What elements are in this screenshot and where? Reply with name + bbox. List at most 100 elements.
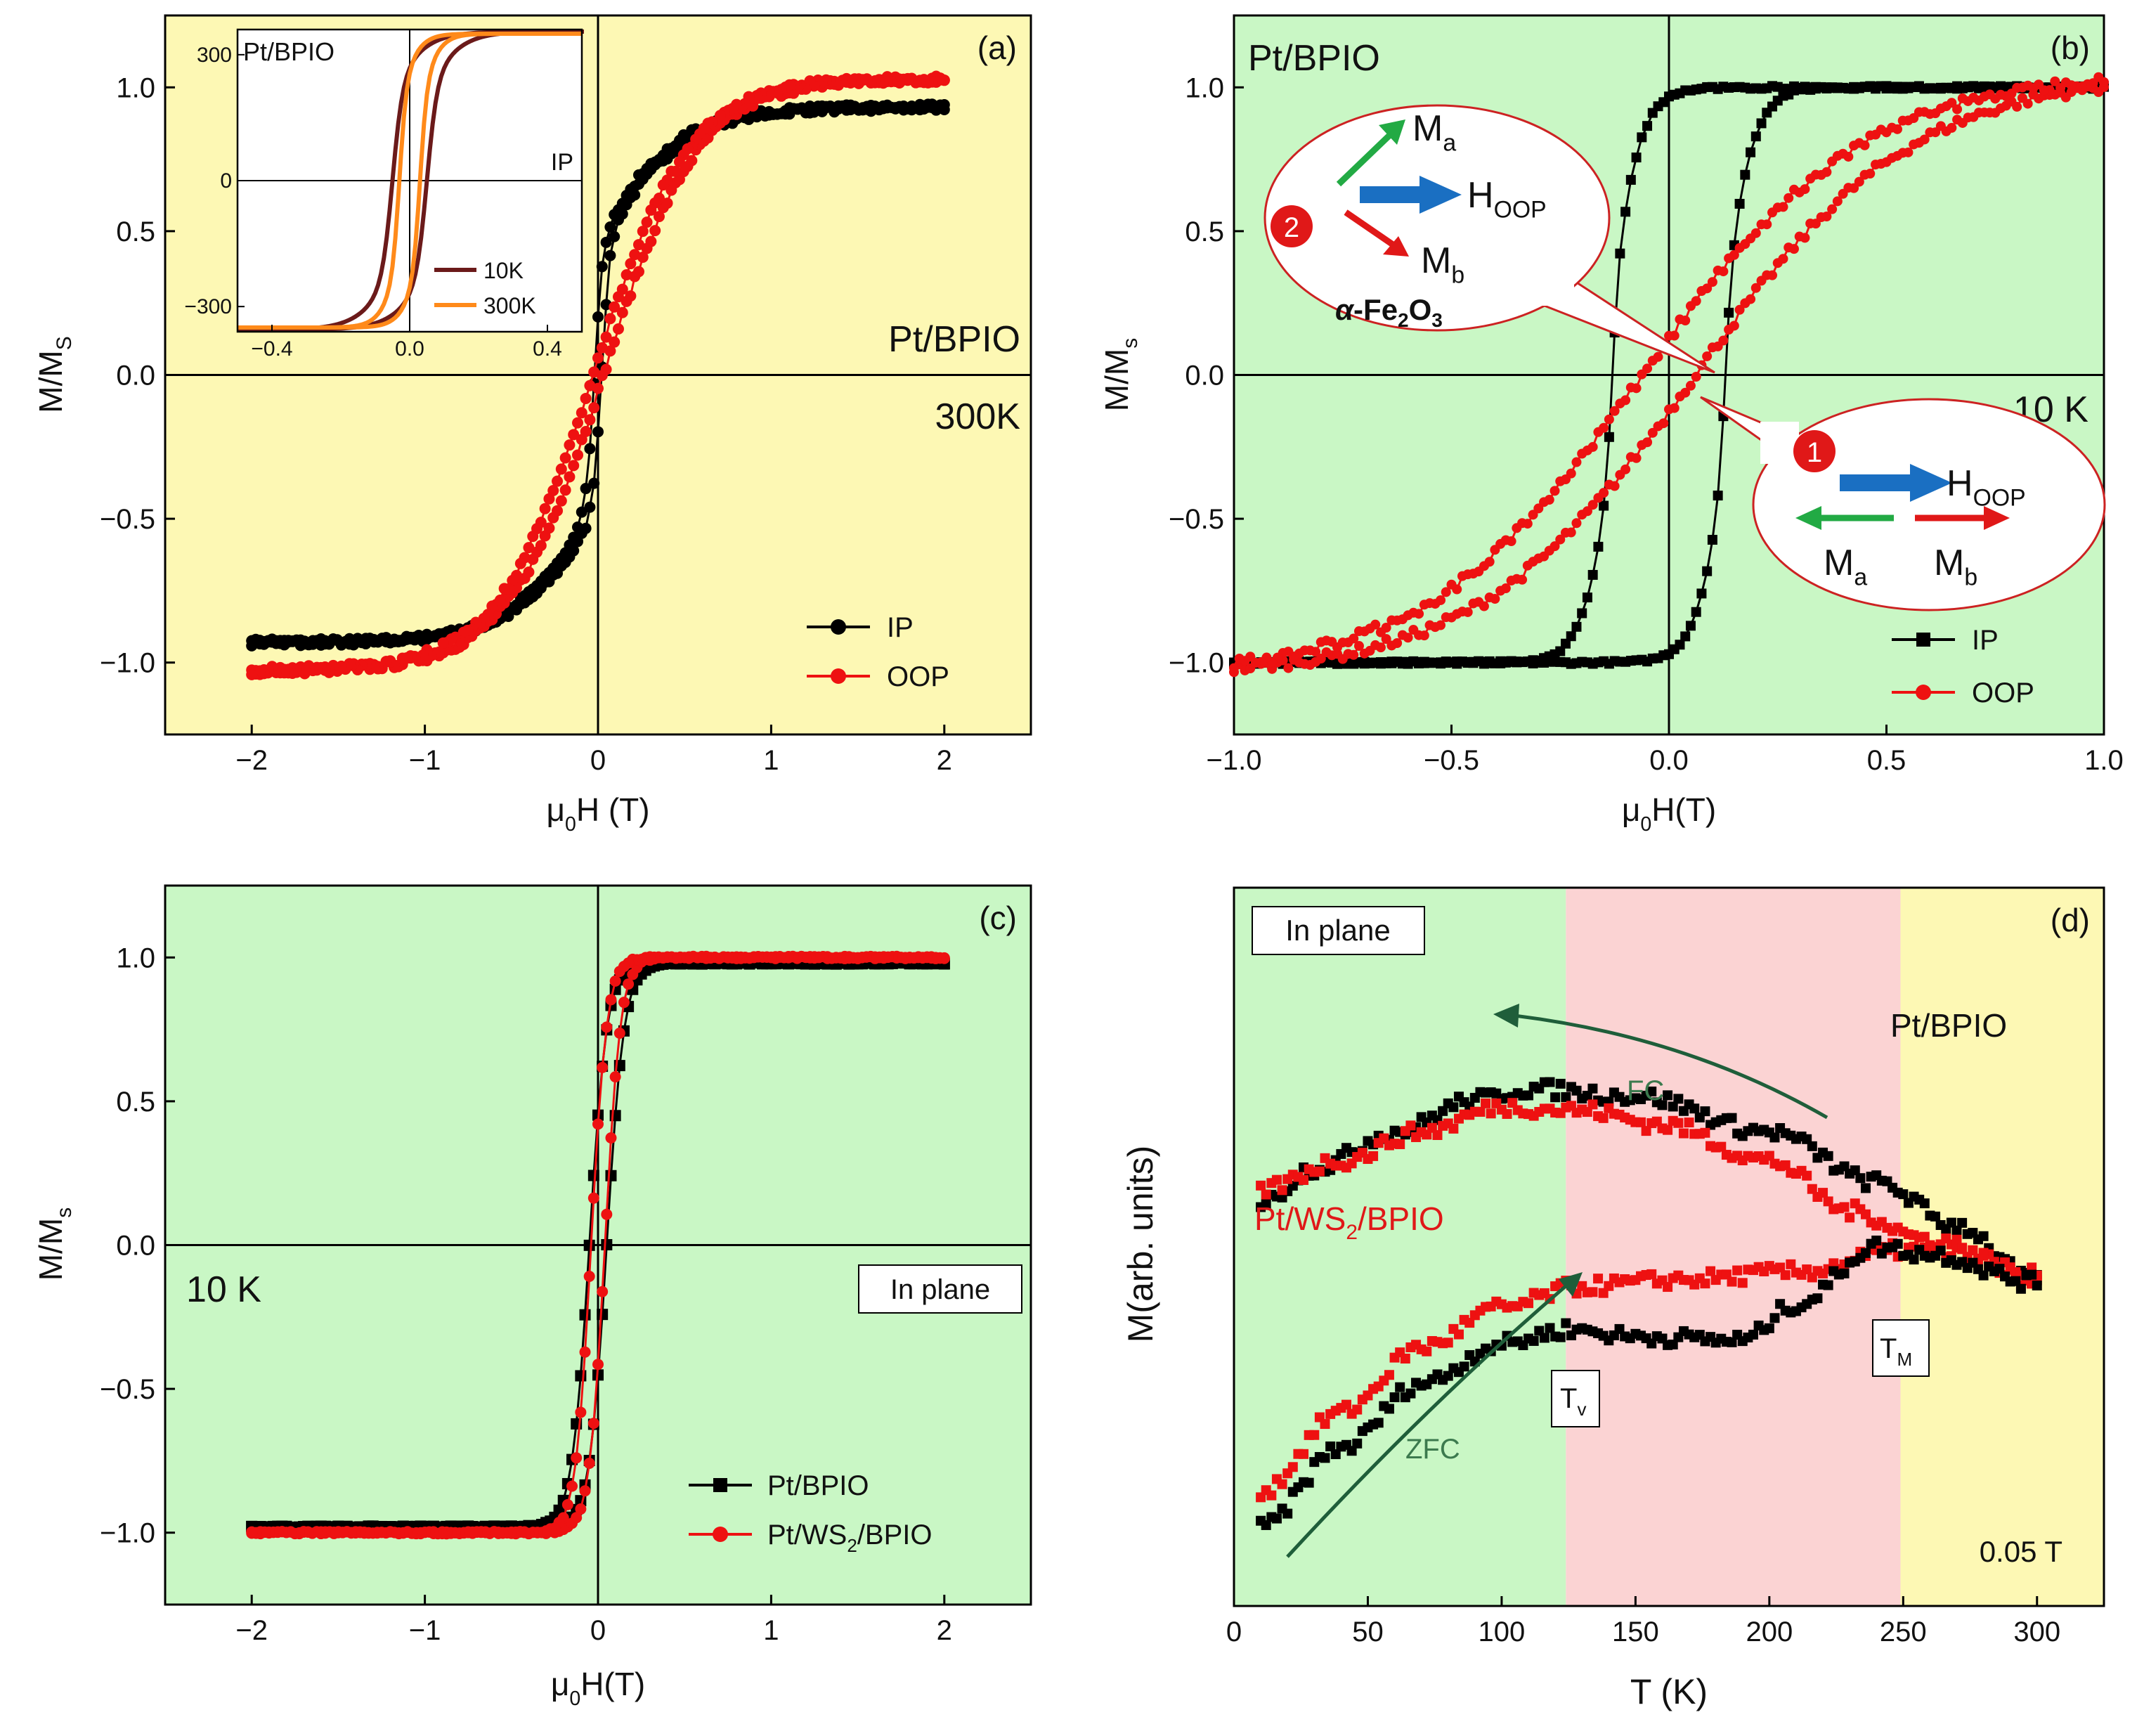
x-axis-label: μ0H(T) (551, 1666, 645, 1710)
y-tick-label: 1.0 (116, 72, 155, 103)
inset-y-tick-label: 300 (197, 44, 232, 67)
data-point (1341, 1399, 1351, 1410)
data-point (1812, 1293, 1823, 1304)
data-point (1706, 1266, 1716, 1276)
data-point (583, 1457, 595, 1469)
data-point (2012, 101, 2022, 112)
data-point (609, 231, 621, 242)
legend: IP OOP (807, 612, 949, 692)
x-tick-label: 200 (1746, 1617, 1793, 1647)
material-part: α (1335, 293, 1355, 326)
data-point (605, 1132, 617, 1144)
callout-1-number: 1 (1807, 437, 1822, 468)
callout-1-ma-label: Ma (1824, 543, 1867, 591)
data-point (1764, 1323, 1774, 1333)
temperature-label: 10 K (186, 1269, 261, 1310)
y-tick-label: 0.5 (116, 1087, 155, 1118)
data-point (1587, 500, 1598, 510)
data-point (1500, 583, 1511, 594)
data-point (1700, 1278, 1710, 1289)
x-tick-label: −2 (235, 745, 268, 776)
data-point (1727, 1276, 1737, 1287)
data-point (1832, 196, 1843, 207)
data-point (1850, 1165, 1860, 1176)
callout-2-tail-mask (1532, 271, 1574, 306)
y-tick-label: −0.5 (100, 1374, 155, 1405)
label-subscript: 0 (569, 1688, 580, 1710)
data-point (1368, 1151, 1379, 1161)
callout-2-hoop-label: HOOP (1467, 175, 1547, 224)
data-point (1919, 1231, 1930, 1242)
data-point (1700, 1127, 1710, 1138)
legend-label-pt-bpio: Pt/BPIO (767, 1470, 869, 1501)
data-point (1299, 1449, 1309, 1459)
data-point (1229, 663, 1239, 673)
data-point (596, 261, 608, 273)
data-point (437, 637, 449, 649)
data-point (604, 250, 616, 261)
data-point (587, 1418, 599, 1430)
data-point (1587, 1083, 1598, 1094)
data-point (1658, 418, 1669, 429)
data-point (1675, 640, 1685, 650)
callout-1-mb-label: Mb (1934, 543, 1977, 591)
data-point (552, 475, 564, 487)
label-part: M (1412, 108, 1443, 149)
data-point (1577, 448, 1587, 459)
data-point (1951, 1234, 1962, 1245)
data-point (2010, 1276, 2021, 1286)
series-oop (246, 70, 950, 680)
data-point (514, 557, 526, 569)
x-tick-label: 2 (937, 1615, 952, 1646)
x-tick-label: 2 (937, 745, 952, 776)
panel-d: 0 50 100 150 200 250 300 (d) M(arb. units) T (K) I… (1121, 886, 2105, 1711)
data-point (1930, 1211, 1941, 1222)
data-point (657, 179, 669, 191)
data-point (1395, 1382, 1405, 1392)
data-point (543, 522, 555, 534)
data-point (1663, 1282, 1673, 1293)
label-subscript: a (1443, 130, 1456, 157)
mb-arrow-shaft (1344, 209, 1397, 249)
data-point (588, 402, 600, 414)
x-tick-label: 300 (2013, 1617, 2060, 1647)
data-point (1642, 121, 1653, 131)
x-axis-label: T (K) (1630, 1672, 1708, 1711)
data-point (597, 1061, 609, 1073)
data-point (1486, 1108, 1496, 1119)
label-part: M/M (32, 350, 69, 413)
panel-c: −2 −1 0 1 2−1.0−0.50.00.51.0(c)M/Msμ0H(T)10 … (32, 884, 1032, 1710)
data-point (1821, 212, 1832, 222)
data-point (1625, 174, 1636, 185)
label-part: /BPIO (1358, 1200, 1444, 1237)
panel-label: (d) (2051, 902, 2090, 938)
panel-b: −1.0 −0.5 0.0 0.5 1.0 −1.0 −0.5 0.0 0.5 1.0 (b) M/M… (1098, 14, 2124, 836)
data-point (653, 211, 665, 223)
in-plane-box (858, 1264, 1022, 1314)
data-point (1675, 314, 1685, 325)
data-point (1994, 1264, 2005, 1274)
data-point (584, 414, 596, 426)
y-axis-label: M/Ms (32, 1207, 76, 1281)
data-point (1685, 380, 1696, 391)
data-point (1909, 1255, 1919, 1265)
panel-label: (c) (979, 900, 1017, 936)
data-point (1827, 204, 1838, 214)
callout-2-number: 2 (1284, 212, 1299, 243)
data-point (1897, 115, 1908, 126)
y-tick-label: −1.0 (1169, 648, 1224, 679)
data-point (580, 426, 592, 438)
label-part: M/M (32, 1218, 69, 1281)
data-point (1957, 93, 1968, 103)
series-ip (246, 98, 950, 652)
hoop-arrow-head (1910, 464, 1952, 502)
fc-label: FC (1627, 1075, 1664, 1106)
data-point (1689, 1103, 1700, 1114)
data-point (621, 269, 632, 281)
data-point (1304, 1477, 1314, 1488)
data-point (1718, 335, 1729, 346)
data-point (1746, 294, 1756, 304)
data-point (1780, 1160, 1791, 1170)
label-subscript: OOP (1494, 197, 1547, 224)
data-point (1287, 1462, 1298, 1472)
